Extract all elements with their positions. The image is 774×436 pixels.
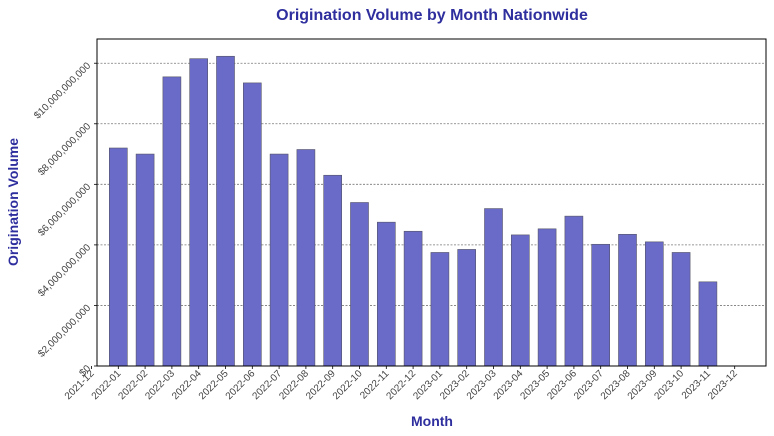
bar-2023-08[interactable] xyxy=(618,233,637,367)
bar-2022-05[interactable] xyxy=(216,55,235,367)
bar-2022-10[interactable] xyxy=(350,202,369,367)
bar-2023-07[interactable] xyxy=(591,243,611,367)
bar-2023-10[interactable] xyxy=(671,252,691,367)
x-axis-label: Month xyxy=(411,413,453,429)
bar-2023-04[interactable] xyxy=(510,234,530,367)
bar-2023-09[interactable] xyxy=(644,241,664,367)
plot-frame xyxy=(96,38,767,367)
x-tick-layer: 2021-122022-012022-022022-032022-042022-… xyxy=(63,366,740,402)
bar-2022-11[interactable] xyxy=(376,221,396,367)
bar-2023-05[interactable] xyxy=(537,228,557,367)
chart-title: Origination Volume by Month Nationwide xyxy=(276,7,588,24)
bar-2022-06[interactable] xyxy=(243,82,262,367)
y-tick-label: $2,000,000,000 xyxy=(36,302,93,359)
bar-2022-04[interactable] xyxy=(189,58,208,367)
bar-layer xyxy=(109,55,718,367)
y-tick-label: $6,000,000,000 xyxy=(36,181,93,238)
bar-2022-12[interactable] xyxy=(403,230,423,367)
x-tick-label: 2023-10 xyxy=(652,368,686,402)
y-tick-label: $8,000,000,000 xyxy=(36,121,93,178)
bar-2023-01[interactable] xyxy=(430,252,450,367)
y-tick-label: $4,000,000,000 xyxy=(36,242,93,299)
bar-2023-02[interactable] xyxy=(457,249,477,367)
bar-2022-03[interactable] xyxy=(162,76,182,367)
bar-2022-01[interactable] xyxy=(109,147,128,367)
bar-2022-07[interactable] xyxy=(269,153,289,367)
bar-2022-09[interactable] xyxy=(323,174,343,367)
bar-2023-11[interactable] xyxy=(698,281,718,367)
y-tick-layer: $0$2,000,000,000$4,000,000,000$6,000,000… xyxy=(32,60,97,379)
bar-2022-08[interactable] xyxy=(296,149,316,367)
bar-2023-06[interactable] xyxy=(564,215,584,367)
y-tick-label: $10,000,000,000 xyxy=(32,60,93,121)
bar-2023-03[interactable] xyxy=(484,208,503,367)
x-tick-label: 2022-10 xyxy=(331,368,365,402)
y-axis-label: Origination Volume xyxy=(5,138,21,266)
bar-2022-02[interactable] xyxy=(135,153,155,367)
x-tick-label: 2023-12 xyxy=(706,368,740,402)
